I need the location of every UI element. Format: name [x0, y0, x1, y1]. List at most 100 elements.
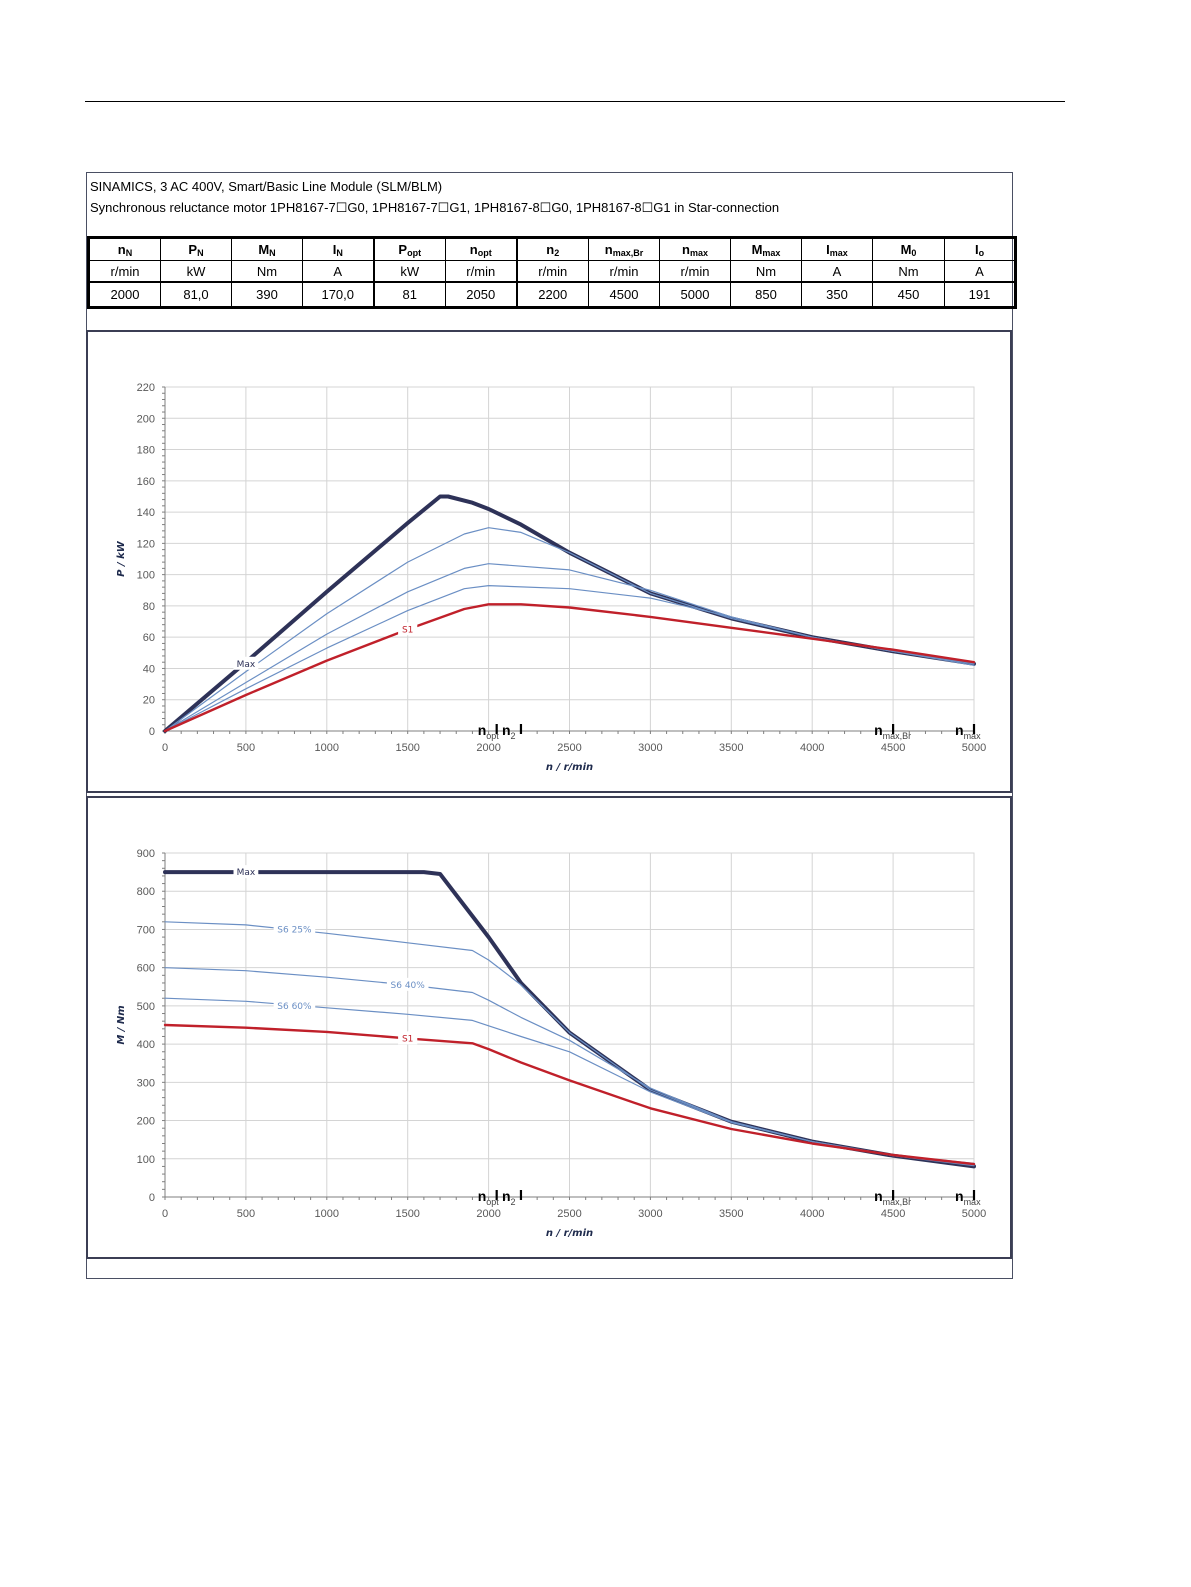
spec-symbol: n	[117, 241, 126, 257]
spec-symbol-sub: max	[762, 247, 781, 258]
series-label: Max	[237, 868, 256, 878]
spec-symbol: P	[188, 241, 198, 257]
y-tick-label: 120	[137, 538, 155, 550]
x-tick-label: 4000	[800, 1208, 824, 1220]
spec-symbol-cell: nN	[87, 236, 161, 261]
spec-value-row: 2000 81,0 390 170,0 81 2050 2200 4500 5000 850 350…	[87, 281, 1017, 309]
series-label-bg	[233, 656, 259, 670]
spec-symbol-cell: nmax,Br	[588, 236, 660, 261]
spec-symbol-sub: opt	[477, 247, 492, 258]
y-tick-label: 500	[137, 1001, 155, 1013]
x-tick-label: 1000	[315, 1208, 339, 1220]
x-tick-label: 4500	[881, 742, 905, 754]
spec-table: nN PN MN IN Popt nopt n2 nmax,Br nmax Mmax Imax M0 I…	[87, 236, 1017, 309]
series-label-bg	[398, 1031, 418, 1045]
spec-value-cell: 81,0	[160, 281, 232, 309]
x-tick-label: 0	[162, 742, 168, 754]
y-tick-label: 100	[137, 1154, 155, 1166]
spec-symbol-sub: N	[336, 247, 343, 258]
spec-symbol: I	[332, 241, 337, 257]
y-tick-label: 160	[137, 476, 155, 488]
x-axis-title: n / r/min	[546, 1228, 593, 1239]
speed-marker-label: n2	[502, 1188, 516, 1207]
x-tick-label: 1000	[315, 742, 339, 754]
spec-unit-cell: A	[302, 260, 374, 283]
x-tick-label: 4000	[800, 742, 824, 754]
spec-symbol-cell: Imax	[801, 236, 873, 261]
x-tick-label: 5000	[962, 742, 986, 754]
y-tick-label: 200	[137, 1116, 155, 1128]
y-tick-label: 140	[137, 507, 155, 519]
speed-marker-sub: 2	[511, 1197, 516, 1207]
top-rule	[85, 101, 1065, 102]
spec-unit-cell: Nm	[231, 260, 303, 283]
x-tick-label: 1500	[395, 742, 419, 754]
spec-symbol-sub: o	[978, 247, 985, 258]
speed-marker-label: nmax,Br	[874, 1188, 911, 1207]
speed-marker-symbol: n	[478, 1188, 487, 1204]
series-label: S6 40%	[391, 981, 426, 991]
spec-symbol-sub: 0	[911, 247, 917, 258]
series-label-bg	[398, 622, 418, 636]
spec-symbol-sub: max	[829, 247, 848, 258]
speed-marker-sub: max,Br	[883, 1197, 912, 1207]
x-tick-label: 2000	[476, 742, 500, 754]
spec-unit-cell: A	[944, 260, 1017, 283]
spec-symbol: n	[604, 241, 613, 257]
x-tick-label: 0	[162, 1208, 168, 1220]
spec-symbol-cell: PN	[160, 236, 232, 261]
spec-symbol-sub: opt	[407, 247, 422, 258]
spec-unit-cell: kW	[160, 260, 232, 283]
spec-value-cell: 2050	[445, 281, 517, 309]
spec-symbol: n	[469, 241, 478, 257]
spec-unit-cell: Nm	[730, 260, 802, 283]
y-tick-label: 40	[143, 663, 155, 675]
x-tick-label: 2000	[476, 1208, 500, 1220]
speed-marker-sub: max,Br	[883, 731, 912, 741]
series-label-bg	[386, 977, 429, 991]
spec-value-cell: 2200	[515, 281, 589, 309]
speed-marker-sub: opt	[486, 1197, 499, 1207]
x-tick-label: 3500	[719, 1208, 743, 1220]
y-tick-label: 220	[137, 382, 155, 394]
x-tick-label: 3500	[719, 742, 743, 754]
spec-symbol-sub: max,Br	[612, 247, 644, 258]
y-tick-label: 700	[137, 924, 155, 936]
y-tick-label: 600	[137, 963, 155, 975]
x-tick-label: 2500	[557, 1208, 581, 1220]
speed-marker-symbol: n	[874, 1188, 883, 1204]
x-tick-label: 5000	[962, 1208, 986, 1220]
speed-marker-label: nmax,Br	[874, 722, 911, 741]
x-tick-label: 3000	[638, 1208, 662, 1220]
series-label: S6 25%	[277, 925, 312, 935]
speed-marker-symbol: n	[955, 1188, 964, 1204]
spec-symbol-sub: max	[689, 247, 708, 258]
series-label: S1	[402, 1034, 413, 1044]
spec-symbol-cell: Io	[944, 236, 1017, 261]
y-tick-label: 20	[143, 695, 155, 707]
power-chart-panel: 0 500 1000 1500 2000 2500 3000 3500 4000 4500 5000…	[86, 330, 1012, 793]
torque-chart-panel: 0 500 1000 1500 2000 2500 3000 3500 4000 4500 5000…	[86, 796, 1012, 1259]
spec-symbol-cell: IN	[302, 236, 374, 261]
y-tick-label: 400	[137, 1039, 155, 1051]
x-tick-label: 3000	[638, 742, 662, 754]
spec-unit-cell: r/min	[588, 260, 660, 283]
header-line-2: Synchronous reluctance motor 1PH8167-7☐G…	[90, 200, 780, 215]
spec-symbol-sub: N	[125, 247, 133, 258]
spec-value-cell: 850	[730, 281, 802, 309]
speed-marker-symbol: n	[478, 722, 487, 738]
spec-symbol: n	[546, 241, 555, 257]
spec-value-cell: 170,0	[302, 281, 374, 309]
spec-value-cell: 191	[944, 281, 1017, 309]
spec-value-cell: 350	[801, 281, 873, 309]
y-tick-label: 900	[137, 848, 155, 860]
x-tick-label: 500	[237, 742, 255, 754]
series-label-bg	[273, 922, 316, 936]
speed-marker-sub: opt	[486, 731, 499, 741]
y-tick-label: 60	[143, 632, 155, 644]
speed-marker-symbol: n	[955, 722, 964, 738]
spec-symbol-cell: nmax	[659, 236, 731, 261]
spec-unit-cell: r/min	[87, 260, 161, 283]
spec-symbol: M	[751, 241, 763, 257]
